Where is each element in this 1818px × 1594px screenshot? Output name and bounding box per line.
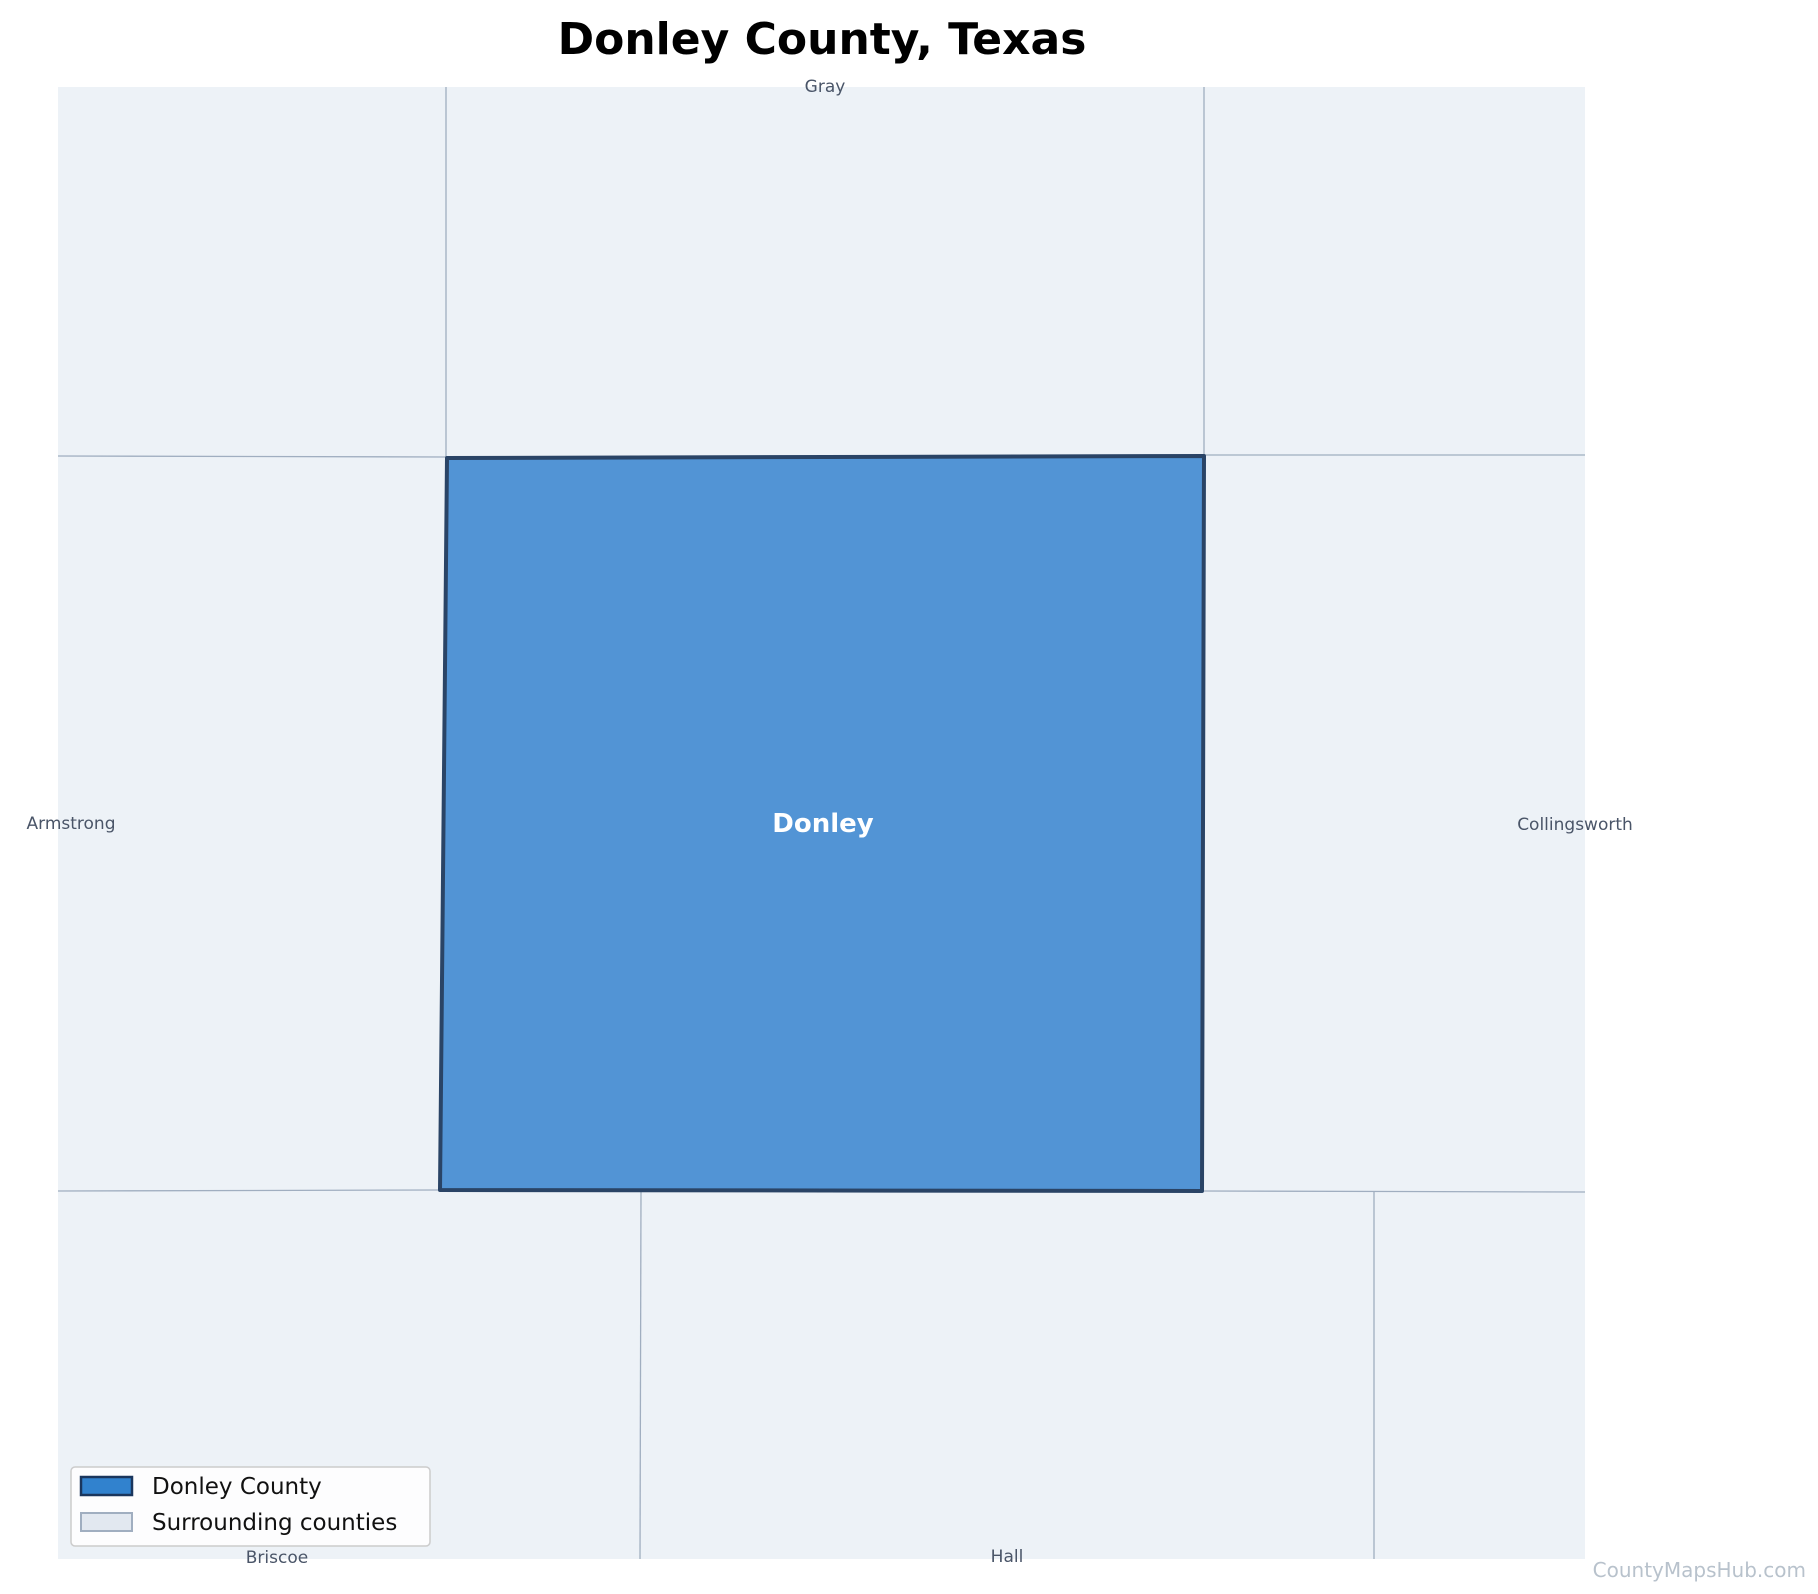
map-title: Donley County, Texas (558, 14, 1087, 65)
map-legend: Donley County Surrounding counties (70, 1466, 431, 1547)
donley-county-shape[interactable] (438, 454, 1206, 1193)
legend-label-donley: Donley County (152, 1474, 322, 1500)
neighbor-label-hall: Hall (991, 1547, 1024, 1567)
border-hall-collingsworth (1201, 1190, 1586, 1193)
legend-swatch-surrounding (80, 1512, 133, 1532)
neighbor-label-armstrong: Armstrong (27, 814, 116, 834)
attribution-text: CountyMapsHub.com (1593, 1558, 1806, 1582)
neighbor-label-gray: Gray (805, 77, 846, 97)
border-briscoe-north (57, 1189, 441, 1192)
neighbor-label-collingsworth: Collingsworth (1517, 815, 1633, 835)
legend-swatch-donley (79, 1475, 134, 1497)
legend-box (70, 1466, 431, 1547)
border-briscoe-hall (639, 1190, 642, 1560)
county-borders (57, 87, 1586, 1560)
legend-label-surrounding: Surrounding counties (152, 1510, 397, 1536)
border-armstrong-north (57, 455, 447, 458)
donley-county-label: Donley (772, 809, 874, 839)
neighbor-label-briscoe: Briscoe (246, 1548, 308, 1568)
